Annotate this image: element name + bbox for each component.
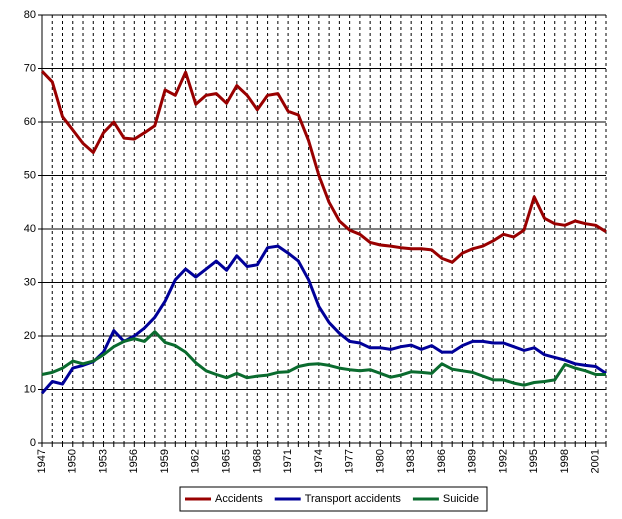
x-tick-label: 1956: [128, 449, 140, 473]
x-tick-label: 1992: [497, 449, 509, 473]
x-tick-label: 1995: [528, 449, 540, 473]
x-tick-label: 1968: [251, 449, 263, 473]
x-tick-label: 1998: [559, 449, 571, 473]
x-tick-label: 1965: [220, 449, 232, 473]
y-tick-label: 10: [24, 383, 36, 395]
series-line: [40, 244, 607, 395]
legend-label: Accidents: [215, 493, 263, 505]
x-tick-label: 2001: [590, 449, 602, 473]
y-tick-label: 0: [30, 437, 36, 449]
x-tick-label: 1986: [436, 449, 448, 473]
x-tick-label: 1962: [190, 449, 202, 473]
y-tick-label: 50: [24, 169, 36, 181]
y-tick-label: 20: [24, 330, 36, 342]
x-tick-label: 1989: [467, 449, 479, 473]
x-tick-label: 1974: [313, 449, 325, 473]
x-tick-label: 1983: [405, 449, 417, 473]
y-tick-label: 30: [24, 276, 36, 288]
legend-label: Suicide: [443, 493, 479, 505]
x-tick-label: 1959: [159, 449, 171, 473]
x-tick-label: 1947: [36, 449, 48, 473]
y-tick-label: 80: [24, 9, 36, 21]
y-tick-label: 60: [24, 116, 36, 128]
legend: Accidents Transport accidents Suicide: [179, 486, 488, 512]
x-tick-label: 1977: [344, 449, 356, 473]
x-tick-label: 1950: [67, 449, 79, 473]
x-tick-label: 1971: [282, 449, 294, 473]
x-tick-label: 1953: [97, 449, 109, 473]
legend-label: Transport accidents: [305, 493, 402, 505]
series-line: [40, 70, 607, 264]
y-tick-label: 70: [24, 62, 36, 74]
series-line: [41, 330, 606, 387]
y-tick-label: 40: [24, 223, 36, 235]
x-tick-label: 1980: [374, 449, 386, 473]
